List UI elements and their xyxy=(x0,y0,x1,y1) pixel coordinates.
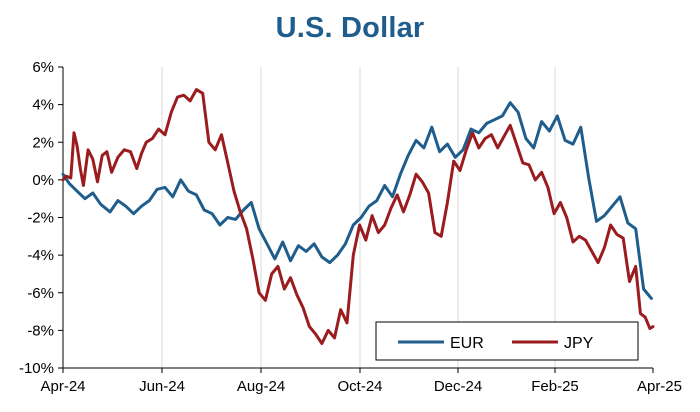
y-tick-label: -6% xyxy=(27,285,54,302)
y-tick-label: -2% xyxy=(27,210,54,227)
y-tick-label: 4% xyxy=(32,97,54,114)
chart-title: U.S. Dollar xyxy=(275,12,425,44)
x-tick-label: Apr-24 xyxy=(40,378,85,395)
series-line-eur xyxy=(61,101,653,300)
y-tick-label: -10% xyxy=(19,360,54,377)
x-tick-label: Feb-25 xyxy=(531,378,579,395)
x-tick-label: Oct-24 xyxy=(337,378,382,395)
x-tick-label: Dec-24 xyxy=(434,378,482,395)
x-tick-label: Aug-24 xyxy=(237,378,285,395)
series-line-jpy xyxy=(61,88,655,345)
legend-label-eur: EUR xyxy=(450,335,484,352)
y-tick-label: 6% xyxy=(32,59,54,76)
y-tick-label: 0% xyxy=(32,172,54,189)
x-tick-label: Jun-24 xyxy=(139,378,185,395)
y-tick-label: 2% xyxy=(32,134,54,151)
y-tick-label: -4% xyxy=(27,247,54,264)
legend-label-jpy: JPY xyxy=(564,335,594,352)
x-tick-label: Apr-25 xyxy=(637,378,682,395)
y-tick-label: -8% xyxy=(27,322,54,339)
